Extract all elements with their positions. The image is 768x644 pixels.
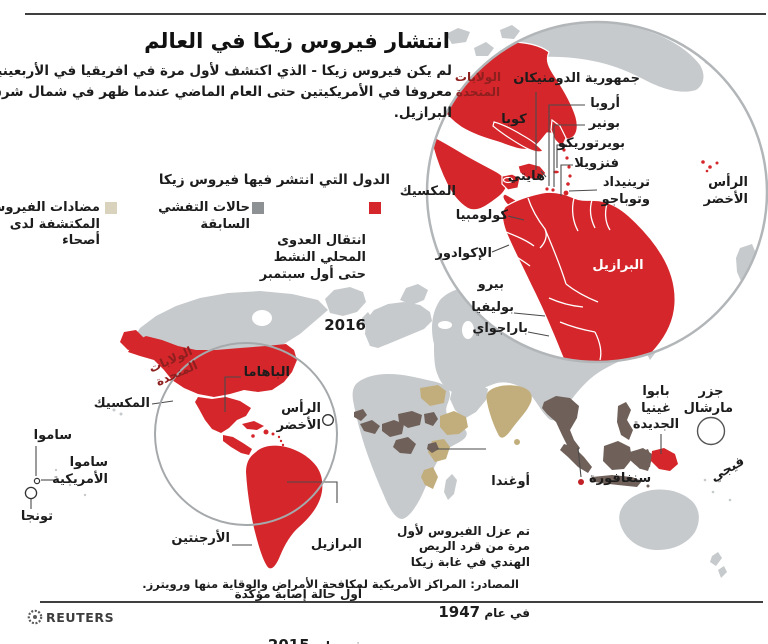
legend-title: الدول التي انتشر فيها فيروس زيكا	[158, 172, 390, 188]
uganda-year: 1947	[438, 603, 481, 622]
inset-label-cape-verde: الرأس الأخضر	[703, 175, 748, 207]
legend-swatch-antibodies	[105, 202, 117, 214]
inset-label-bolivia: بوليفيا	[471, 300, 514, 315]
source-text: المصادر: المراكز الأمريكية لمكافحة الأمر…	[142, 577, 519, 591]
inset-label-dominican-republic: جمهورية الدومنيكان	[513, 71, 640, 86]
top-rule	[25, 13, 766, 15]
world-active-countries	[120, 330, 678, 569]
inset-label-paraguay: باراجواي	[472, 321, 528, 336]
inset-label-united-states: الولايات المتحدة	[454, 70, 502, 100]
brazil-annotation-line: أول حالة إصابة مؤكدة	[234, 587, 362, 602]
uganda-annotation: أوغندا تم عزل الفيروس لأول مرة من قرد ال…	[397, 441, 530, 644]
brazil-annotation: البرازيل أول حالة إصابة مؤكدة في مايو 20…	[235, 504, 362, 644]
europe-shape	[365, 302, 432, 348]
brazil-date-prefix: في مايو	[314, 639, 362, 644]
world-label-american-samoa: ساموا الأمريكية	[52, 455, 108, 487]
sumatra-shape	[560, 444, 592, 473]
marshall-islands-marker	[696, 416, 726, 446]
world-label-cape-verde: الرأس الأخضر	[276, 401, 321, 433]
philippines-shape	[617, 402, 633, 440]
brazil-year: 2015	[268, 636, 310, 644]
uganda-annotation-title: أوغندا	[491, 474, 530, 490]
india-shape	[486, 385, 532, 438]
american-samoa-marker	[33, 477, 41, 485]
inset-trinidad-dot	[563, 190, 569, 196]
legend-item-previous: حالات التفشي السابقة	[158, 200, 250, 232]
inset-label-ecuador: الإكوادور	[435, 246, 492, 261]
borneo-shape	[603, 441, 632, 470]
world-label-argentina: الأرجنتين	[171, 531, 230, 546]
uganda-annotation-lines: تم عزل الفيروس لأول مرة من قرد الريص اله…	[397, 524, 530, 569]
inset-label-cuba: كوبا	[501, 112, 527, 127]
inset-label-peru: بيرو	[477, 277, 504, 292]
singapore-dot	[578, 479, 584, 485]
inset-south-america-shape	[501, 191, 676, 362]
inset-label-haiti: هايتي	[507, 169, 545, 184]
indochina-shape	[542, 396, 580, 453]
world-previous-outbreak-countries	[354, 396, 652, 488]
canada-shape	[130, 291, 328, 355]
inset-map	[427, 22, 767, 362]
reuters-icon	[27, 609, 43, 625]
page-title: انتشار فيروس زيكا في العالم	[144, 29, 450, 53]
java-shape	[590, 475, 642, 487]
cape-verde-marker	[322, 414, 334, 426]
world-label-samoa: ساموا	[33, 428, 72, 443]
legend-item-active: انتقال العدوى المحلي النشط حتى أول سبتمب…	[260, 200, 366, 369]
inset-country-borders	[501, 197, 611, 362]
australia-shape	[619, 489, 699, 550]
egypt-shape	[420, 385, 446, 406]
uganda-date-prefix: في عام	[484, 606, 530, 621]
intro-text: لم يكن فيروس زيكا - الذي اكتشف لأول مرة …	[0, 63, 452, 121]
us-shape	[128, 336, 297, 397]
brazil-annotation-date: في مايو 2015	[235, 636, 362, 644]
tonga-marker	[24, 486, 38, 500]
world-label-bahamas: الباهاما	[243, 365, 290, 380]
inset-label-mexico: المكسيك	[399, 184, 456, 199]
inset-bonaire-dot	[551, 188, 555, 192]
world-label-marshall-islands: جزر مارشال	[683, 384, 733, 416]
inset-label-bonaire: بونير	[588, 116, 620, 131]
world-leader-lines	[30, 376, 662, 546]
uganda-shape	[427, 442, 439, 453]
legend-swatch-active	[369, 202, 381, 214]
world-label-mexico: المكسيك	[93, 396, 150, 411]
legend-item-antibodies: مضادات الفيروس المكتشفة لدى أصحاء	[0, 200, 100, 249]
legend-active-year: 2016	[324, 316, 366, 335]
inset-label-puerto-rico: بويرتوريكو	[557, 136, 625, 151]
americas-zoom-ring	[154, 342, 338, 526]
south-america-shape	[246, 445, 323, 569]
world-label-singapore: سنغافورة	[589, 471, 652, 486]
inset-ring	[425, 20, 768, 364]
footer-rule	[40, 601, 763, 603]
legend-active-label: انتقال العدوى المحلي النشط حتى أول سبتمب…	[259, 233, 366, 282]
world-antibody-countries	[420, 385, 532, 489]
mexico-shape	[195, 397, 251, 433]
inset-leader-lines	[491, 92, 598, 337]
inset-aruba-dot	[545, 187, 549, 191]
uganda-annotation-date: في عام 1947	[397, 603, 530, 622]
png-shape	[651, 448, 678, 471]
nigeria-shape	[398, 411, 422, 428]
inset-label-aruba: أروبا	[590, 96, 620, 111]
arctic-decor	[446, 25, 520, 56]
inset-mexico-shape	[432, 137, 508, 211]
horn-of-africa-shape	[440, 411, 468, 435]
world-label-tonga: تونجا	[20, 509, 53, 524]
legend-swatch-previous	[252, 202, 264, 214]
world-label-papua-new-guinea: بابوا غينيا الجديدة	[632, 384, 680, 433]
inset-label-colombia: كولومبيا	[455, 208, 508, 223]
brazil-annotation-title: البرازيل	[310, 537, 362, 553]
inset-label-brazil: البرازيل	[592, 258, 644, 273]
inset-label-venezuela: فنزويلا	[574, 156, 619, 171]
inset-cuba-shape	[492, 121, 544, 153]
arabia-shape	[450, 382, 488, 419]
inset-hispaniola-shape	[517, 162, 547, 180]
inset-label-trinidad-tobago: ترينيداد وتوباجو	[601, 175, 650, 207]
reuters-logo-text: REUTERS	[46, 610, 115, 625]
